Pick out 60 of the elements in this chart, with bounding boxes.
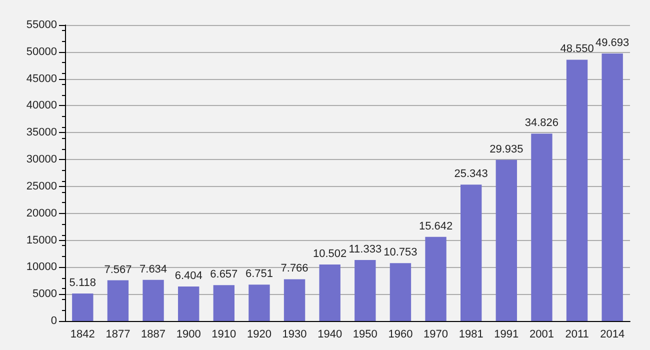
bar bbox=[142, 280, 164, 321]
bar bbox=[531, 134, 552, 321]
x-tick-label: 1877 bbox=[106, 328, 130, 340]
y-tick-label: 50000 bbox=[26, 46, 57, 58]
x-tick-label: 2001 bbox=[529, 328, 554, 340]
y-tick-label: 5000 bbox=[32, 288, 57, 300]
x-tick-label: 1950 bbox=[352, 328, 378, 340]
bar bbox=[425, 236, 446, 321]
x-tick-label: 1900 bbox=[176, 328, 201, 340]
x-tick-label: 1981 bbox=[458, 328, 484, 340]
x-tick-label: 1910 bbox=[212, 328, 236, 340]
bar bbox=[566, 60, 588, 321]
x-tick-label: 1970 bbox=[424, 328, 448, 340]
data-label: 29.935 bbox=[490, 143, 524, 156]
x-tick-label: 1940 bbox=[318, 328, 342, 340]
data-label: 49.693 bbox=[596, 37, 630, 50]
data-label: 6.657 bbox=[210, 268, 238, 281]
bar bbox=[460, 184, 482, 321]
bar bbox=[390, 263, 412, 321]
y-tick-label: 40000 bbox=[26, 100, 57, 112]
bar bbox=[284, 279, 306, 321]
bar bbox=[213, 285, 234, 321]
x-tick-label: 1842 bbox=[70, 328, 95, 340]
y-tick-label: 20000 bbox=[26, 207, 57, 220]
data-label: 6.751 bbox=[245, 268, 273, 280]
bar bbox=[602, 54, 623, 321]
data-label: 15.642 bbox=[418, 220, 453, 232]
data-label: 6.404 bbox=[174, 270, 202, 282]
data-label: 25.343 bbox=[454, 168, 488, 180]
bar bbox=[107, 280, 129, 321]
y-tick-label: 30000 bbox=[26, 154, 57, 166]
data-label: 34.826 bbox=[524, 117, 559, 130]
data-label: 5.118 bbox=[69, 276, 96, 289]
y-tick-label: 15000 bbox=[26, 234, 57, 246]
bar bbox=[248, 284, 270, 321]
x-tick-label: 1960 bbox=[388, 328, 413, 340]
x-tick-label: 1930 bbox=[282, 328, 307, 340]
data-label: 10.502 bbox=[313, 248, 347, 260]
data-label: 48.550 bbox=[560, 43, 594, 56]
bar bbox=[354, 260, 376, 321]
y-tick-label: 55000 bbox=[26, 19, 57, 31]
bar bbox=[496, 160, 517, 321]
bar bbox=[178, 286, 200, 321]
data-label: 7.634 bbox=[140, 263, 168, 276]
bar bbox=[72, 293, 94, 321]
y-tick-label: 10000 bbox=[26, 261, 57, 274]
x-tick-label: 1887 bbox=[141, 328, 166, 340]
x-tick-label: 1991 bbox=[494, 328, 519, 340]
data-label: 7.766 bbox=[280, 262, 308, 275]
x-tick-label: 2014 bbox=[600, 328, 625, 340]
x-tick-label: 1920 bbox=[246, 328, 272, 340]
y-tick-label: 45000 bbox=[26, 72, 57, 85]
y-tick-label: 25000 bbox=[26, 180, 57, 192]
data-label: 11.333 bbox=[348, 244, 382, 256]
data-label: 7.567 bbox=[104, 264, 132, 276]
bar bbox=[319, 264, 340, 321]
data-label: 10.753 bbox=[384, 246, 418, 259]
y-tick-label: 0 bbox=[50, 315, 57, 327]
x-tick-label: 2011 bbox=[565, 328, 589, 340]
y-tick-label: 35000 bbox=[26, 126, 57, 139]
